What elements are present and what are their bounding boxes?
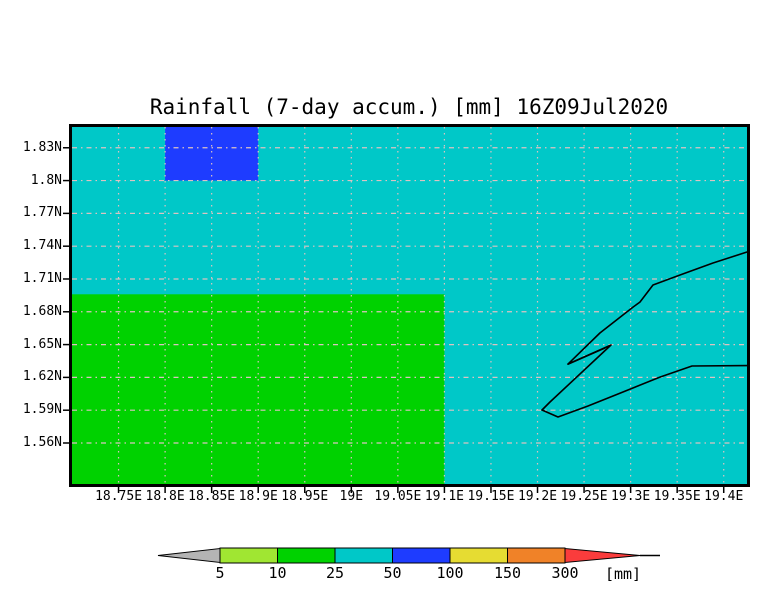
coastline bbox=[567, 347, 606, 365]
y-tick-label: 1.62N bbox=[22, 369, 62, 385]
colorbar-arrow-left bbox=[157, 547, 221, 564]
colorbar-tick-label: 100 bbox=[436, 564, 464, 582]
rain-cell bbox=[72, 294, 445, 484]
x-tick-label: 19.4E bbox=[704, 489, 744, 504]
colorbar-tick-label: 300 bbox=[551, 564, 579, 582]
x-tick-label: 18.75E bbox=[95, 489, 143, 504]
y-tick-label: 1.74N bbox=[22, 238, 62, 254]
plot-border bbox=[69, 124, 750, 487]
y-tick-label: 1.8N bbox=[30, 172, 62, 188]
colorbar-segment bbox=[449, 547, 508, 564]
colorbar-tick-label: 10 bbox=[268, 564, 287, 582]
x-tick-label: 19.25E bbox=[560, 489, 608, 504]
y-tick-label: 1.83N bbox=[22, 139, 62, 155]
y-tick-label: 1.56N bbox=[22, 434, 62, 450]
colorbar-segment bbox=[219, 547, 278, 564]
x-tick-label: 19.15E bbox=[467, 489, 515, 504]
x-tick-label: 18.8E bbox=[145, 489, 185, 504]
x-tick-label: 19E bbox=[339, 489, 364, 504]
x-tick-label: 19.3E bbox=[611, 489, 651, 504]
colorbar-segment bbox=[392, 547, 451, 564]
x-tick-label: 19.2E bbox=[517, 489, 558, 504]
y-tick-label: 1.65N bbox=[22, 336, 62, 352]
y-tick-label: 1.77N bbox=[22, 205, 62, 221]
coastline bbox=[541, 251, 748, 418]
x-tick-label: 18.95E bbox=[281, 489, 329, 504]
colorbar-unit-label: [mm] bbox=[604, 565, 642, 583]
x-tick-label: 18.9E bbox=[238, 489, 278, 504]
rain-cell bbox=[165, 127, 259, 181]
colorbar-tick-label: 150 bbox=[493, 564, 522, 582]
x-tick-label: 18.85E bbox=[188, 489, 236, 504]
colorbar-tick-label: 25 bbox=[325, 564, 345, 582]
colorbar-segment bbox=[277, 547, 336, 564]
x-tick-label: 19.1E bbox=[424, 489, 464, 504]
x-tick-label: 19.05E bbox=[374, 489, 422, 504]
colorbar-segment bbox=[334, 547, 393, 564]
chart-title: Rainfall (7-day accum.) [mm] 16Z09Jul202… bbox=[149, 95, 669, 119]
y-tick-label: 1.71N bbox=[22, 270, 62, 286]
colorbar-tick-label: 50 bbox=[383, 564, 402, 582]
colorbar-segment bbox=[507, 547, 566, 564]
y-tick-label: 1.59N bbox=[22, 402, 62, 418]
colorbar-tick-label: 5 bbox=[215, 564, 225, 582]
colorbar-arrow-right bbox=[564, 547, 641, 564]
x-tick-label: 19.35E bbox=[653, 489, 701, 504]
y-tick-label: 1.68N bbox=[22, 303, 62, 319]
